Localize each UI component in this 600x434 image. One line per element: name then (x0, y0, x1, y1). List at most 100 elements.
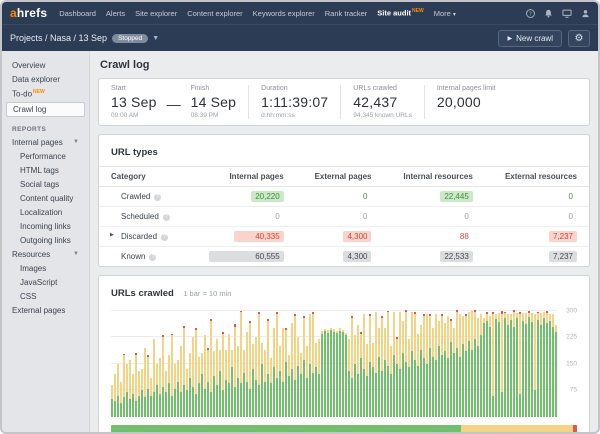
category-cell[interactable]: Known? (99, 247, 189, 267)
chart-bar (279, 307, 281, 417)
nav-item-rank-tracker[interactable]: Rank tracker (324, 8, 368, 18)
bar-segment (294, 315, 296, 380)
chart-bar (405, 307, 407, 417)
sidebar-item-javascript[interactable]: JavaScript (6, 276, 85, 289)
category-cell[interactable]: ▶ Discarded? (99, 226, 189, 247)
bar-segment (123, 353, 125, 355)
breadcrumb[interactable]: Projects / Nasa / 13 Sep (10, 33, 108, 43)
bar-segment (483, 322, 485, 417)
chart-bar (306, 307, 308, 417)
help-icon[interactable]: ? (526, 8, 535, 18)
chart-bar (465, 307, 467, 417)
bar-segment (342, 332, 344, 417)
new-crawl-button[interactable]: ▶ New crawl (498, 29, 562, 47)
nav-item-more[interactable]: More ▾ (433, 8, 456, 18)
display-icon[interactable] (562, 9, 572, 18)
sidebar-item-internal-pages[interactable]: Internal pages ▼ (6, 136, 85, 149)
urls-crawled-card: URLs crawled 1 bar = 10 min 75 150 225 300 … (98, 275, 590, 432)
bar-segment (396, 363, 398, 417)
bar-segment (258, 312, 260, 315)
sidebar-item-overview[interactable]: Overview (6, 59, 85, 72)
bar-segment (294, 314, 296, 316)
settings-button[interactable]: ⚙ (568, 29, 590, 47)
chart-bars (111, 307, 557, 417)
bar-segment (531, 321, 533, 417)
value-cell: 88 (383, 226, 485, 247)
bar-segment (213, 376, 215, 417)
chart-bar (516, 307, 518, 417)
sidebar-item-localization[interactable]: Localization (6, 206, 85, 219)
chart-bar (270, 307, 272, 417)
sidebar-item-html-tags[interactable]: HTML tags (6, 164, 85, 177)
bar-segment (480, 335, 482, 417)
project-dropdown-caret-icon[interactable]: ▼ (152, 34, 160, 42)
chart-bar (507, 307, 509, 417)
bar-segment (276, 377, 278, 417)
nav-item-keywords-explorer[interactable]: Keywords explorer (252, 8, 315, 18)
bar-segment (348, 370, 350, 417)
cell-value: 0 (464, 212, 469, 221)
sidebar-item-resources[interactable]: Resources ▼ (6, 248, 85, 261)
bar-segment (480, 314, 482, 336)
bar-segment (450, 342, 452, 417)
bar-segment (453, 328, 455, 354)
info-icon[interactable]: ? (162, 214, 170, 221)
category-cell[interactable]: Crawled? (99, 186, 189, 207)
sidebar-item-content-quality[interactable]: Content quality (6, 192, 85, 205)
info-icon[interactable]: ? (149, 254, 157, 261)
category-cell[interactable]: Scheduled? (99, 206, 189, 227)
chevron-down-icon: ▼ (73, 251, 79, 258)
bar-segment (513, 326, 515, 417)
chart-bar (231, 307, 233, 417)
chart-bar (510, 307, 512, 417)
bar-segment (303, 315, 305, 318)
bar-segment (171, 395, 173, 417)
nav-item-content-explorer[interactable]: Content explorer (187, 8, 243, 18)
sidebar-item-crawl-log[interactable]: Crawl log (6, 101, 85, 117)
notifications-icon[interactable] (544, 9, 553, 18)
column-header: Internal pages (188, 167, 296, 187)
chart-bar (438, 307, 440, 417)
sidebar-item-incoming-links[interactable]: Incoming links (6, 220, 85, 233)
nav-item-alerts[interactable]: Alerts (105, 8, 126, 18)
bar-segment (288, 354, 290, 377)
bar-segment (465, 315, 467, 352)
cell-value: 22,445 (440, 191, 473, 202)
chart-bar (189, 307, 191, 417)
bar-segment (405, 312, 407, 362)
sidebar-item-outgoing-links[interactable]: Outgoing links (6, 234, 85, 247)
sidebar-item-performance[interactable]: Performance (6, 150, 85, 163)
chart-bar (312, 307, 314, 417)
chart-bar (501, 307, 503, 417)
nav-item-dashboard[interactable]: Dashboard (59, 8, 96, 18)
sidebar-item-data-explorer[interactable]: Data explorer (6, 73, 85, 86)
bar-segment (459, 314, 461, 357)
chart-bar (162, 307, 164, 417)
ahrefs-logo[interactable]: ahrefs (10, 6, 47, 20)
bar-segment (471, 310, 473, 350)
chart-bar (288, 307, 290, 417)
bar-segment (123, 397, 125, 417)
sidebar-item-images[interactable]: Images (6, 262, 85, 275)
chart-bar (492, 307, 494, 417)
cell-value: 4,300 (343, 251, 372, 262)
bar-segment (201, 353, 203, 375)
sidebar-item-css[interactable]: CSS (6, 290, 85, 303)
bar-segment (465, 314, 467, 316)
nav-item-site-audit[interactable]: Site auditNEW (377, 8, 424, 18)
sidebar-item-external-pages[interactable]: External pages (6, 304, 85, 317)
bar-segment (414, 314, 416, 361)
bar-segment (432, 328, 434, 357)
expand-caret-icon[interactable]: ▶ (110, 232, 114, 238)
info-icon[interactable]: ? (161, 234, 169, 241)
chart-bar (387, 307, 389, 417)
nav-item-site-explorer[interactable]: Site explorer (135, 8, 178, 18)
sidebar-item-social-tags[interactable]: Social tags (6, 178, 85, 191)
bar-segment (339, 328, 341, 331)
sidebar-item-to-do[interactable]: To-doNEW (6, 87, 85, 101)
info-icon[interactable]: ? (154, 194, 162, 201)
bar-segment (555, 324, 557, 332)
bar-segment (507, 324, 509, 417)
account-icon[interactable] (581, 9, 590, 18)
